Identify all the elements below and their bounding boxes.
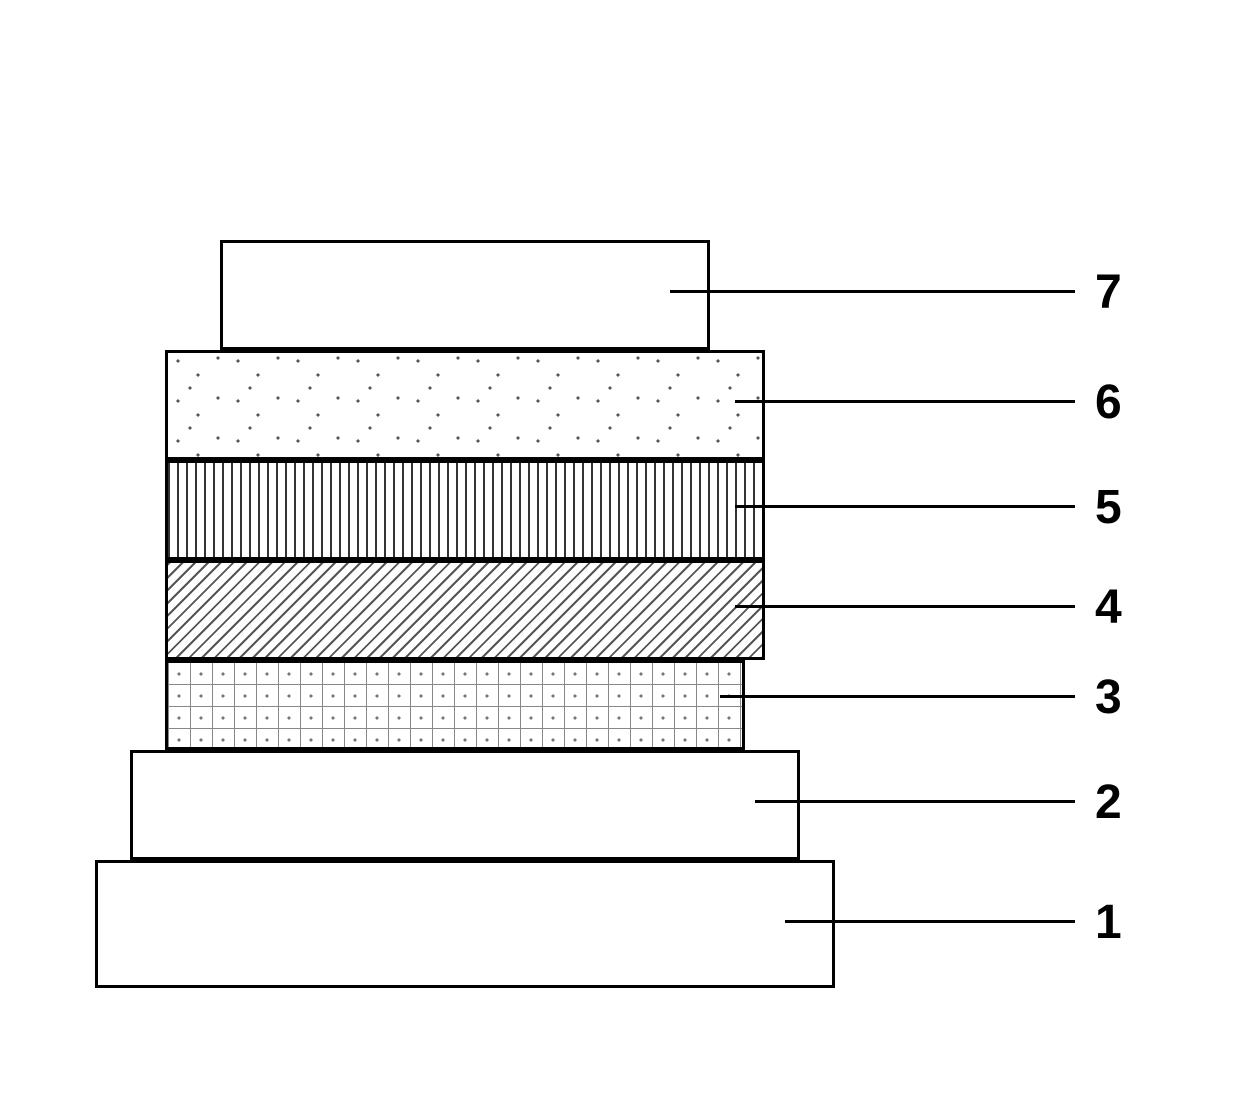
layer-5 [165, 460, 765, 560]
layer-6 [165, 350, 765, 460]
leader-5 [735, 505, 1075, 508]
layer-3 [165, 660, 745, 750]
label-6: 6 [1095, 375, 1122, 430]
layer-2 [130, 750, 800, 860]
layer-1 [95, 860, 835, 988]
layer-4 [165, 560, 765, 660]
label-5: 5 [1095, 480, 1122, 535]
leader-7 [670, 290, 1075, 293]
layer-stack-diagram: 1 2 3 4 5 6 7 [95, 80, 1165, 1000]
label-4: 4 [1095, 580, 1122, 635]
leader-6 [735, 400, 1075, 403]
label-1: 1 [1095, 895, 1122, 950]
label-3: 3 [1095, 670, 1122, 725]
label-2: 2 [1095, 775, 1122, 830]
label-7: 7 [1095, 265, 1122, 320]
leader-1 [785, 920, 1075, 923]
leader-4 [735, 605, 1075, 608]
leader-3 [720, 695, 1075, 698]
leader-2 [755, 800, 1075, 803]
layer-7 [220, 240, 710, 350]
